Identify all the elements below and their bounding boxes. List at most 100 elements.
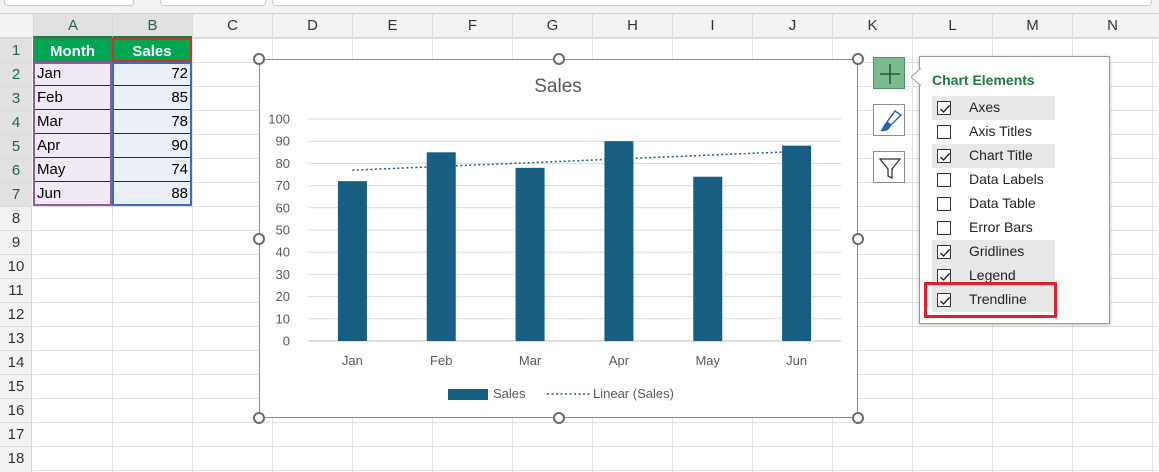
cell-sales[interactable]: 88 [112,182,192,206]
chart-element-chart-title[interactable]: Chart Title [932,144,1055,168]
column-header[interactable]: H [592,14,672,38]
column-header[interactable]: F [432,14,512,38]
column-header[interactable]: C [192,14,272,38]
y-tick-label: 40 [276,245,290,260]
trendline[interactable] [352,150,797,171]
chart-title[interactable]: Sales [534,76,582,97]
resize-handle-bottom-right[interactable] [852,412,864,424]
chart-element-error-bars[interactable]: Error Bars [932,216,1055,240]
resize-handle-bottom-left[interactable] [253,412,265,424]
chart-element-data-labels[interactable]: Data Labels [932,168,1055,192]
chart-element-gridlines[interactable]: Gridlines [932,240,1055,264]
chart-styles-button[interactable] [873,104,905,136]
x-axis-ticks: Jan Feb Mar Apr May Jun [342,353,807,368]
row-header[interactable]: 8 [0,206,32,230]
y-tick-label: 10 [276,311,290,326]
chart-element-label: Axis Titles [969,123,1033,139]
resize-handle-top[interactable] [553,53,565,65]
cell-month[interactable]: Jan [33,62,112,86]
chart-filters-button[interactable] [873,151,905,183]
resize-handle-top-left[interactable] [253,53,265,65]
row-header[interactable]: 16 [0,398,32,422]
y-tick-label: 90 [276,134,290,149]
resize-handle-bottom[interactable] [553,412,565,424]
bar-mar[interactable] [515,167,545,341]
checkbox[interactable] [937,101,951,115]
chart-element-data-table[interactable]: Data Table [932,192,1055,216]
cell-sales[interactable]: 85 [112,86,192,110]
cell-sales[interactable]: 72 [112,62,192,86]
y-axis-ticks: 0 10 20 30 40 50 60 70 80 90 100 [268,112,290,349]
row-header[interactable]: 6 [0,158,32,182]
cell-month[interactable]: May [33,158,112,182]
column-header[interactable]: B [112,14,192,38]
column-header[interactable]: D [272,14,352,38]
cell-month[interactable]: Mar [33,110,112,134]
y-tick-label: 80 [276,156,290,171]
column-header[interactable]: A [33,14,112,38]
tab-stub [160,0,266,6]
row-header[interactable]: 5 [0,134,32,158]
row-header[interactable]: 4 [0,110,32,134]
checkbox[interactable] [937,245,951,259]
row-header[interactable]: 18 [0,446,32,470]
chart-area[interactable]: Sales 0 10 20 30 40 50 60 70 80 90 100 Jan Feb Mar Ap… [259,59,858,418]
chart-elements-popup: Chart Elements Axes Axis Titles Chart Titl… [911,56,1110,324]
column-header[interactable]: I [672,14,752,38]
cell-sales[interactable]: 74 [112,158,192,182]
legend[interactable]: Sales Linear (Sales) [448,386,674,401]
chart-elements-button[interactable] [873,57,905,89]
x-tick-label: Jun [786,353,807,368]
row-header[interactable]: 10 [0,254,32,278]
cell-b1-header[interactable]: Sales [112,38,192,62]
row-header[interactable]: 15 [0,374,32,398]
column-header[interactable]: G [512,14,592,38]
row-header[interactable]: 17 [0,422,32,446]
checkbox[interactable] [937,269,951,283]
checkmark-icon [940,249,950,257]
cell-sales[interactable]: 90 [112,134,192,158]
column-header[interactable]: E [352,14,432,38]
column-header[interactable]: L [912,14,992,38]
column-header[interactable]: N [1072,14,1152,38]
resize-handle-left[interactable] [253,233,265,245]
bar-apr[interactable] [604,141,634,341]
resize-handle-right[interactable] [852,233,864,245]
chart-element-label: Axes [969,99,1001,115]
chart-element-axes[interactable]: Axes [932,96,1055,120]
checkbox[interactable] [937,293,951,307]
row-header[interactable]: 11 [0,278,32,302]
cell-sales[interactable]: 78 [112,110,192,134]
row-header[interactable]: 14 [0,350,32,374]
row-header[interactable]: 12 [0,302,32,326]
checkbox[interactable] [937,173,951,187]
y-tick-label: 20 [276,289,290,304]
checkbox[interactable] [937,149,951,163]
row-header[interactable]: 7 [0,182,32,206]
checkbox[interactable] [937,221,951,235]
row-header[interactable]: 9 [0,230,32,254]
checkbox[interactable] [937,125,951,139]
resize-handle-top-right[interactable] [852,53,864,65]
column-header[interactable]: M [992,14,1072,38]
bar-jun[interactable] [782,145,812,341]
row-header[interactable]: 3 [0,86,32,110]
chart-element-label: Gridlines [969,243,1025,259]
row-header[interactable]: 2 [0,62,32,86]
cell-month[interactable]: Feb [33,86,112,110]
chart-element-label: Data Labels [969,171,1044,187]
row-header[interactable]: 1 [0,38,32,62]
checkbox[interactable] [937,197,951,211]
column-header[interactable]: K [832,14,912,38]
bar-feb[interactable] [426,152,456,341]
row-header[interactable]: 13 [0,326,32,350]
cell-a1-header[interactable]: Month [33,38,112,62]
chart-element-axis-titles[interactable]: Axis Titles [932,120,1055,144]
cell-month[interactable]: Jun [33,182,112,206]
bar-jan[interactable] [337,181,367,341]
y-tick-label: 50 [276,223,290,238]
bar-may[interactable] [693,176,723,341]
cell-month[interactable]: Apr [33,134,112,158]
column-header[interactable]: J [752,14,832,38]
chart-element-trendline[interactable]: Trendline [932,288,1055,312]
